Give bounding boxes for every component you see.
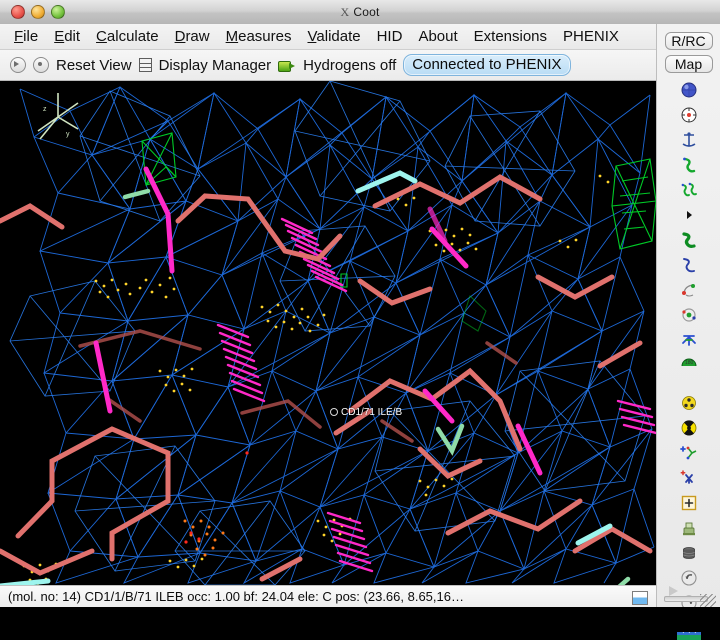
svg-text:z: z [43, 106, 47, 113]
anchor-atom-icon[interactable] [676, 127, 702, 152]
hydrogen-plug-icon[interactable] [278, 60, 296, 71]
title-bar: X Coot [0, 0, 720, 25]
undo-icon[interactable] [676, 565, 702, 590]
reset-view-button[interactable]: Reset View [56, 57, 132, 74]
status-color-swatch[interactable] [632, 591, 648, 605]
sidebar-icon-group-model: 180 [676, 77, 702, 377]
add-terminal-residue-icon[interactable] [676, 440, 702, 465]
center-view-icon[interactable] [33, 57, 49, 73]
rotate-view-icon[interactable] [10, 57, 26, 73]
regularize-zone-icon[interactable] [676, 177, 702, 202]
flip-peptide-icon[interactable] [676, 327, 702, 352]
atom-label: CD1/71 ILE/B [330, 407, 402, 418]
window-title: X Coot [0, 5, 720, 20]
menu-hid[interactable]: HID [377, 28, 403, 45]
torsion-general-icon[interactable] [676, 302, 702, 327]
status-text: (mol. no: 14) CD1/1/B/71 ILEB occ: 1.00 … [8, 589, 464, 604]
menu-draw[interactable]: Draw [175, 28, 210, 45]
side-chain-180-icon[interactable]: 180 [676, 352, 702, 377]
menu-file[interactable]: File [14, 28, 38, 45]
atom-label-text: CD1/71 ILE/B [341, 407, 402, 418]
menu-edit[interactable]: Edit [54, 28, 80, 45]
bottom-filler [0, 607, 720, 632]
map-button[interactable]: Map [665, 55, 713, 73]
sidebar-icon-group-edit [676, 390, 702, 615]
selected-atom-marker [330, 408, 338, 416]
dropdown-arrow-icon[interactable] [676, 202, 702, 227]
menu-extensions[interactable]: Extensions [474, 28, 547, 45]
rotate-translate-zone-icon[interactable] [676, 252, 702, 277]
right-toolbar: R/RC Map [656, 24, 720, 607]
electron-density-mesh [20, 87, 654, 583]
menu-measures[interactable]: Measures [226, 28, 292, 45]
menu-bar: File Edit Calculate Draw Measures Valida… [0, 24, 656, 50]
clear-pending-picks-icon[interactable] [676, 515, 702, 540]
molecular-graphics-canvas[interactable]: z y CD1/71 ILE/B [0, 81, 656, 585]
display-manager-button[interactable]: Display Manager [159, 57, 272, 74]
density-blob-mesh [10, 81, 645, 585]
svg-text:y: y [66, 131, 70, 138]
edit-chi-angles-icon[interactable] [676, 277, 702, 302]
mutate-auto-fit-icon[interactable] [676, 390, 702, 415]
connected-to-phenix-button[interactable]: Connected to PHENIX [403, 54, 570, 76]
window-resize-grip[interactable] [700, 594, 716, 608]
x11-app-icon: X [340, 5, 349, 19]
real-space-refine-icon[interactable] [676, 152, 702, 177]
menu-calculate[interactable]: Calculate [96, 28, 159, 45]
svg-text:180: 180 [685, 360, 694, 366]
hydrogens-toggle-button[interactable]: Hydrogens off [303, 57, 396, 74]
refine-rc-button[interactable]: R/RC [665, 32, 713, 50]
status-bar: (mol. no: 14) CD1/1/B/71 ILEB occ: 1.00 … [0, 585, 656, 607]
menu-validate[interactable]: Validate [307, 28, 360, 45]
rigid-body-fit-icon[interactable] [676, 227, 702, 252]
sphere-display-icon[interactable] [676, 77, 702, 102]
window-title-text: Coot [353, 5, 379, 19]
density-and-model-render: z y [0, 81, 656, 585]
play-arrow-icon[interactable] [669, 586, 678, 596]
add-alt-conf-icon[interactable] [676, 465, 702, 490]
menu-about[interactable]: About [418, 28, 457, 45]
sphere-wire-icon[interactable] [676, 102, 702, 127]
tool-bar: Reset View Display Manager Hydrogens off… [0, 50, 656, 81]
delete-item-icon[interactable] [676, 540, 702, 565]
display-manager-icon[interactable] [139, 58, 152, 72]
menu-phenix[interactable]: PHENIX [563, 28, 619, 45]
place-atom-at-pointer-icon[interactable] [676, 490, 702, 515]
mutate-residue-icon[interactable] [676, 415, 702, 440]
